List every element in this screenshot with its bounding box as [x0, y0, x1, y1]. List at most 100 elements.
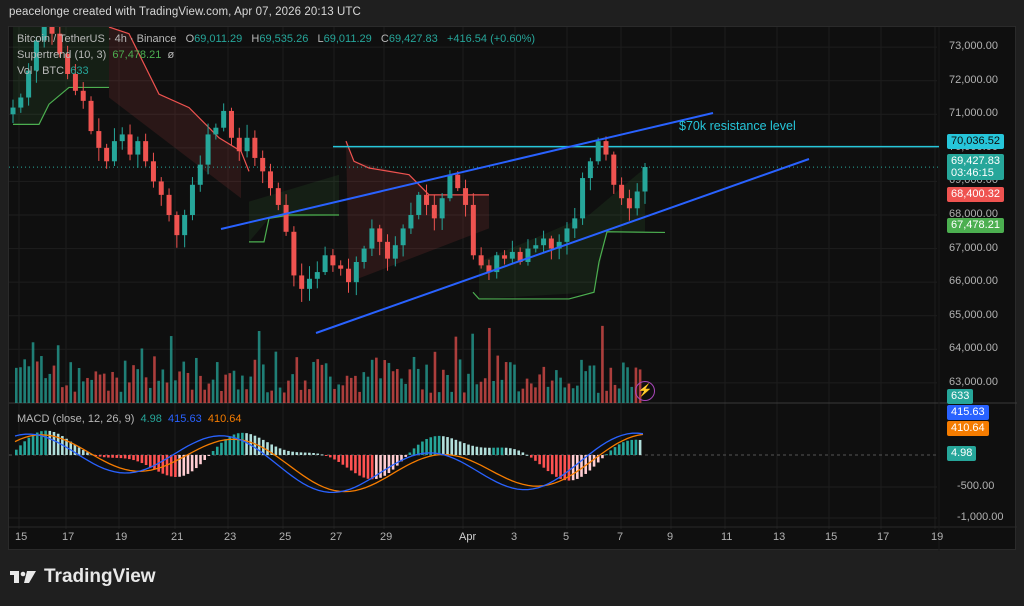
- volume-bar: [165, 382, 169, 403]
- macd-histogram-bar: [241, 432, 244, 455]
- volume-bar: [69, 362, 73, 403]
- time-axis-label: 15: [825, 531, 838, 543]
- macd-histogram-bar: [450, 438, 454, 455]
- macd-histogram-bar: [203, 455, 206, 460]
- macd-line-value: 415.63: [168, 413, 202, 425]
- candle-body: [41, 27, 47, 41]
- channel-lower-line: [315, 158, 810, 334]
- macd-histogram-bar: [312, 452, 315, 455]
- volume-bar: [15, 367, 18, 403]
- volume-bar: [630, 386, 634, 403]
- volume-bar: [563, 387, 567, 403]
- macd-histogram-bar: [429, 437, 433, 455]
- macd-histogram-bar: [471, 445, 474, 455]
- macd-histogram-bar: [370, 455, 374, 480]
- volume-bar: [555, 370, 558, 403]
- macd-histogram-bar: [391, 455, 395, 470]
- change-value: +416.54 (+0.60%): [446, 33, 536, 45]
- macd-histogram-bar: [40, 431, 43, 455]
- volume-bar: [324, 363, 328, 403]
- volume-bar: [538, 374, 541, 403]
- macd-histogram-bar: [295, 452, 299, 455]
- candle-body: [306, 278, 312, 289]
- price-axis-label: 64,000.00: [949, 342, 998, 355]
- macd-histogram-bar: [496, 447, 500, 455]
- macd-histogram-bar: [35, 432, 39, 455]
- macd-histogram-bar: [613, 447, 617, 455]
- candle-body: [33, 40, 39, 71]
- macd-histogram-bar: [609, 450, 613, 455]
- time-axis-label: 27: [330, 531, 343, 543]
- macd-histogram-bar: [634, 439, 638, 455]
- macd-histogram-bar: [596, 455, 600, 463]
- volume-legend[interactable]: Vol · BTC 633: [17, 65, 89, 77]
- volume-bar: [207, 383, 211, 403]
- macd-histogram-bar: [383, 455, 387, 476]
- volume-bar: [437, 392, 441, 403]
- macd-histogram-bar: [513, 449, 516, 455]
- candle-body: [260, 157, 266, 172]
- supertrend-value: 67,478.21: [112, 49, 162, 61]
- macd-histogram-bar: [56, 433, 60, 455]
- volume-bar: [525, 378, 529, 403]
- macd-histogram-bar: [174, 455, 177, 477]
- macd-histogram-bar: [136, 455, 140, 462]
- macd-histogram-bar: [144, 455, 148, 466]
- candle-body: [424, 194, 430, 205]
- macd-histogram-bar: [199, 455, 202, 465]
- candle-body: [283, 204, 289, 232]
- macd-histogram-bar: [437, 435, 441, 455]
- macd-legend[interactable]: MACD (close, 12, 26, 9) 4.98 415.63 410.…: [17, 413, 242, 425]
- macd-histogram-bar: [605, 454, 608, 456]
- macd-histogram-bar: [488, 447, 491, 455]
- volume-bar: [19, 367, 22, 403]
- lightning-icon[interactable]: ⚡: [635, 381, 655, 401]
- supertrend-legend[interactable]: Supertrend (10, 3) 67,478.21 ø: [17, 49, 175, 61]
- candle-body: [642, 166, 648, 192]
- candle-body: [353, 262, 359, 283]
- macd-histogram-bar: [81, 450, 85, 455]
- volume-bar: [174, 380, 177, 403]
- candle-body: [80, 90, 86, 101]
- macd-histogram-bar: [19, 445, 22, 455]
- macd-histogram-bar: [454, 439, 458, 455]
- volume-bar: [513, 364, 516, 403]
- candle-body: [494, 255, 500, 273]
- price-axis-label: 65,000.00: [949, 308, 998, 321]
- candle-body: [564, 228, 570, 242]
- volume-bar: [144, 377, 148, 403]
- macd-histogram-bar: [207, 455, 211, 456]
- time-axis-label: 3: [511, 531, 518, 543]
- volume-bar: [224, 374, 227, 403]
- volume-bar: [529, 383, 533, 403]
- volume-bar: [257, 331, 261, 403]
- macd-histogram-bar: [23, 441, 26, 455]
- macd-histogram-bar: [563, 455, 567, 481]
- macd-histogram-bar: [462, 443, 466, 455]
- macd-histogram-bar: [161, 455, 165, 474]
- chart-area[interactable]: Bitcoin / TetherUS · 4h · Binance O69,01…: [8, 26, 1017, 551]
- volume-bar: [483, 378, 487, 403]
- volume-bar: [542, 366, 546, 403]
- candle-body: [252, 137, 258, 158]
- candle-body: [96, 131, 102, 148]
- candle-body: [65, 53, 71, 74]
- macd-histogram-bar: [48, 430, 52, 455]
- volume-bar: [517, 391, 520, 403]
- volume-bar: [52, 365, 56, 403]
- macd-histogram-bar: [115, 455, 119, 458]
- candle-body: [502, 255, 508, 259]
- macd-histogram-bar: [638, 439, 642, 455]
- symbol-name[interactable]: Bitcoin / TetherUS · 4h · Binance: [17, 33, 177, 45]
- supertrend-line: [345, 140, 489, 196]
- volume-bar: [303, 380, 307, 403]
- volume-bar: [182, 361, 186, 403]
- volume-bar: [550, 380, 554, 403]
- macd-histogram-bar: [253, 435, 257, 455]
- macd-histogram-bar: [400, 455, 403, 462]
- chart-canvas[interactable]: [9, 27, 1017, 551]
- macd-histogram-bar: [287, 450, 290, 455]
- macd-line: [14, 432, 644, 494]
- candle-body: [439, 198, 445, 219]
- resistance-annotation[interactable]: $70k resistance level: [679, 119, 796, 133]
